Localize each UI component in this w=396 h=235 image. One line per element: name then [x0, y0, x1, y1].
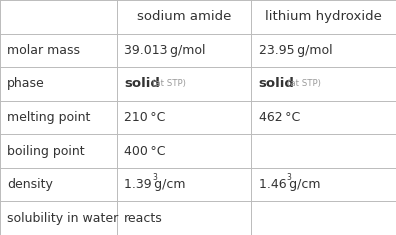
- Text: melting point: melting point: [7, 111, 91, 124]
- Text: 400 °C: 400 °C: [124, 145, 166, 158]
- Text: 1.46 g/cm: 1.46 g/cm: [259, 178, 320, 191]
- Text: boiling point: boiling point: [7, 145, 85, 158]
- Text: 210 °C: 210 °C: [124, 111, 165, 124]
- Text: 1.39 g/cm: 1.39 g/cm: [124, 178, 185, 191]
- Text: phase: phase: [7, 77, 45, 90]
- Text: (at STP): (at STP): [287, 79, 321, 88]
- Text: 462 °C: 462 °C: [259, 111, 300, 124]
- Text: 3: 3: [287, 173, 292, 182]
- Text: reacts: reacts: [124, 212, 163, 225]
- Text: 39.013 g/mol: 39.013 g/mol: [124, 44, 206, 57]
- Text: 3: 3: [152, 173, 157, 182]
- Text: solid: solid: [259, 77, 295, 90]
- Text: lithium hydroxide: lithium hydroxide: [265, 10, 382, 23]
- Text: sodium amide: sodium amide: [137, 10, 231, 23]
- Text: (at STP): (at STP): [152, 79, 187, 88]
- Text: solubility in water: solubility in water: [7, 212, 118, 225]
- Text: 23.95 g/mol: 23.95 g/mol: [259, 44, 332, 57]
- Text: solid: solid: [124, 77, 160, 90]
- Text: density: density: [7, 178, 53, 191]
- Text: molar mass: molar mass: [7, 44, 80, 57]
